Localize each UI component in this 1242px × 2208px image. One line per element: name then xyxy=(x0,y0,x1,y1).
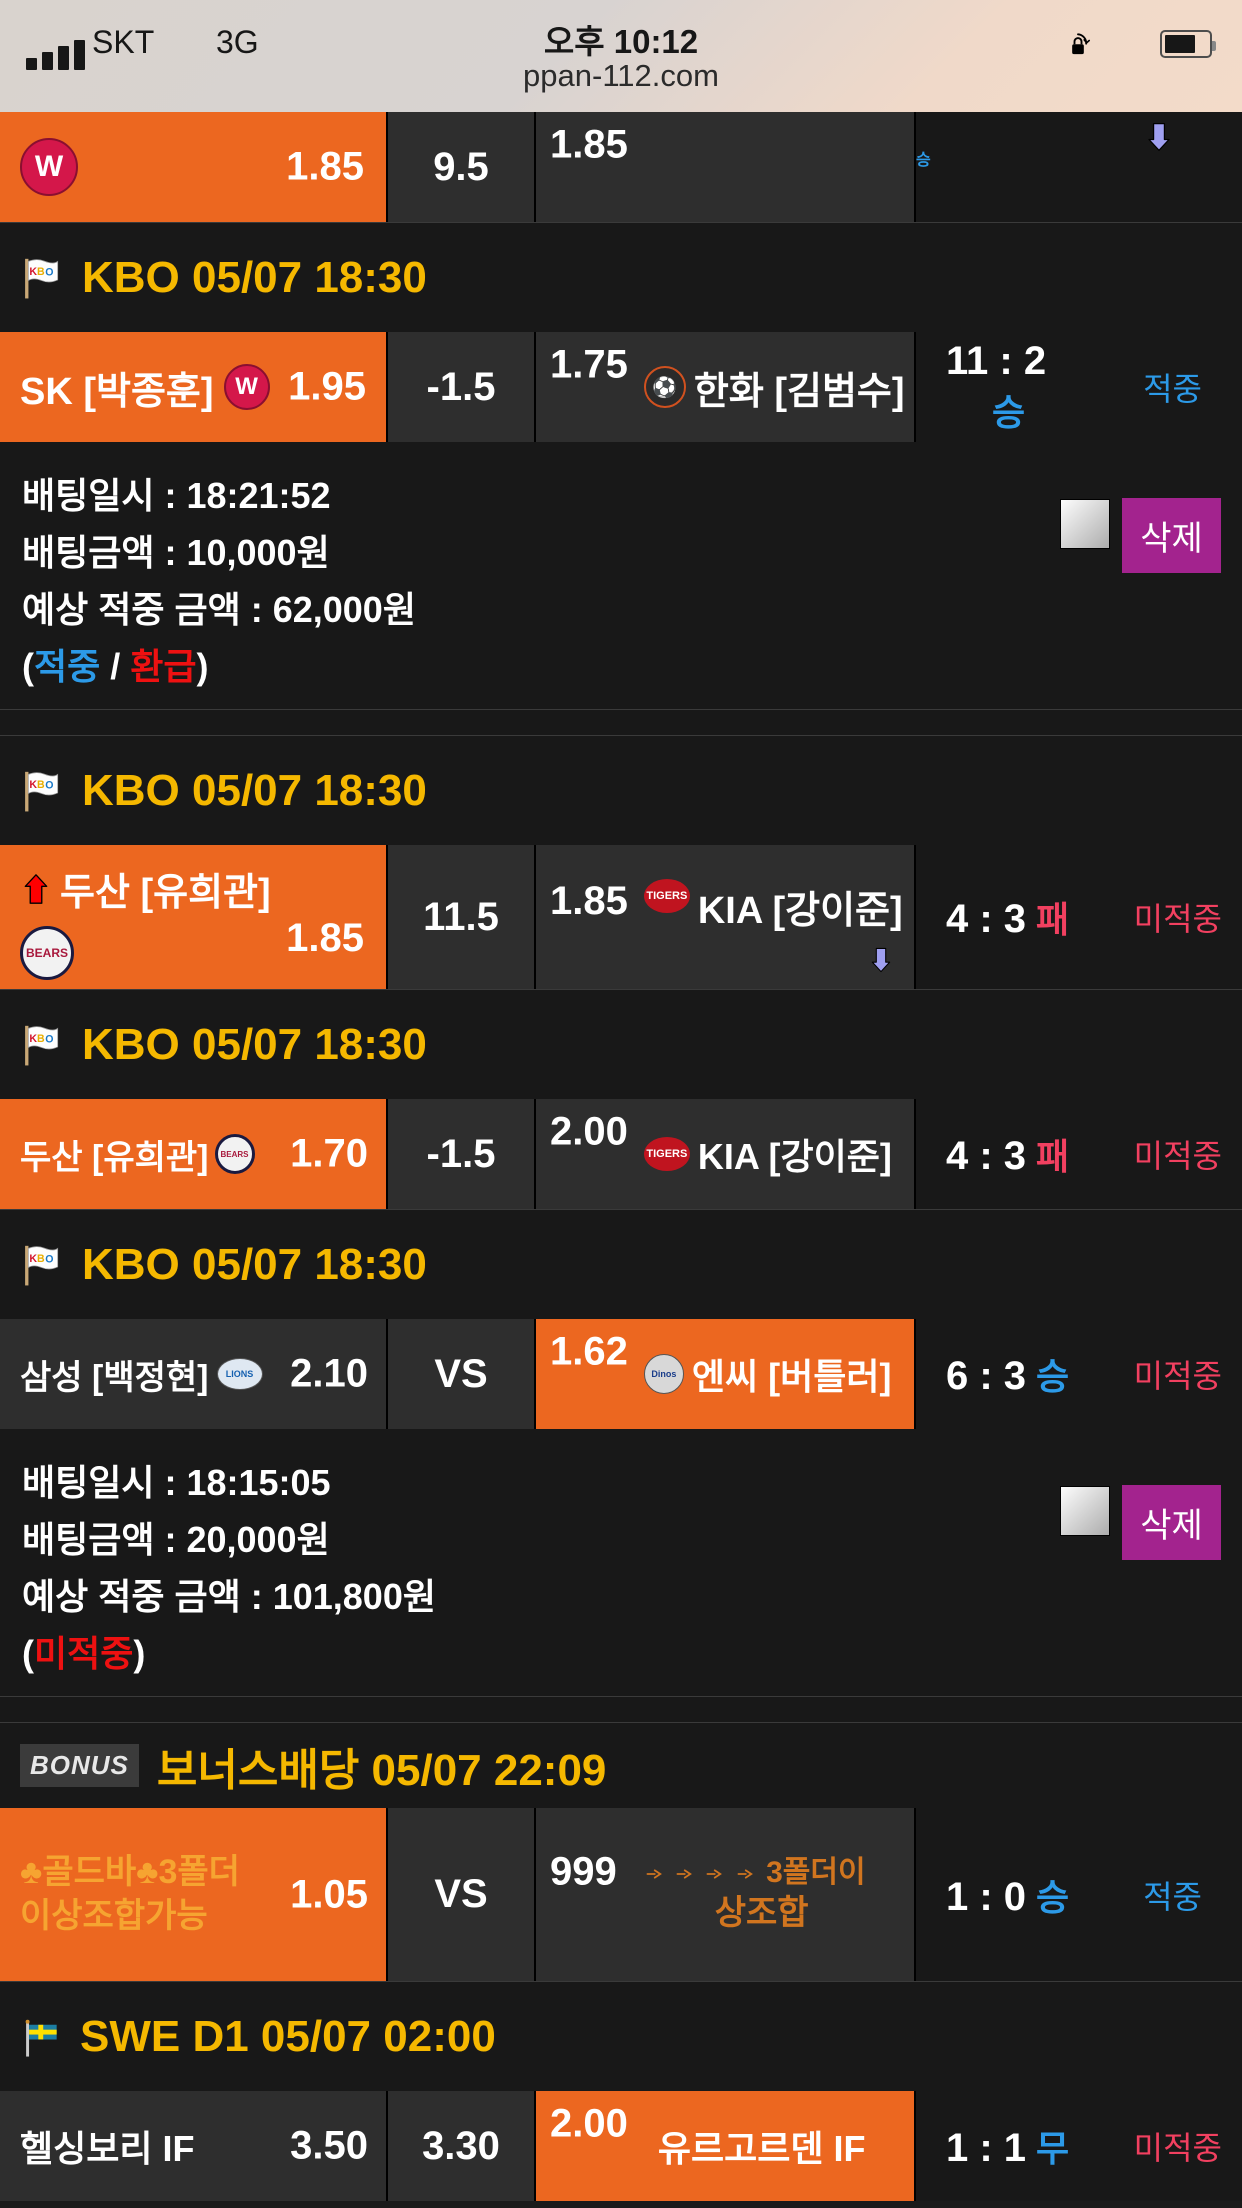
svg-text:B: B xyxy=(37,1253,45,1265)
svg-text:O: O xyxy=(45,779,53,791)
svg-text:B: B xyxy=(37,266,45,278)
svg-text:O: O xyxy=(45,1253,53,1265)
svg-text:O: O xyxy=(45,1033,53,1045)
svg-text:B: B xyxy=(37,779,45,791)
svg-text:O: O xyxy=(45,266,53,278)
svg-text:B: B xyxy=(37,1033,45,1045)
